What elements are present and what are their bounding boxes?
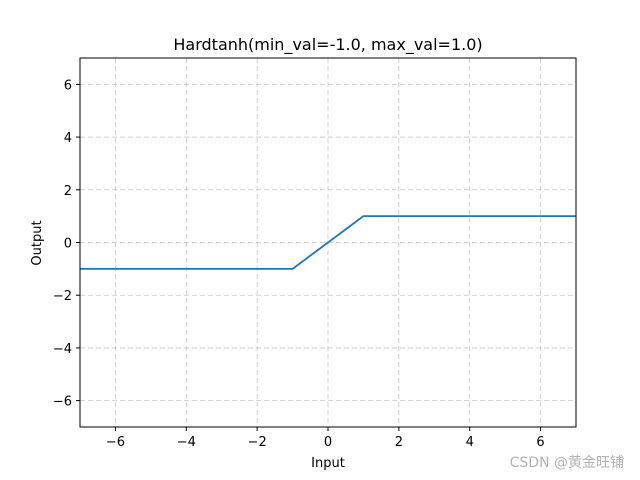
watermark: CSDN @黄金旺铺 [510,454,624,471]
chart-title: Hardtanh(min_val=-1.0, max_val=1.0) [173,35,482,55]
y-axis-ticks: −6 −4 −2 0 2 4 6 [53,78,80,410]
x-tick-label: 0 [324,435,332,450]
x-tick-label: −4 [177,435,196,450]
x-tick-label: −2 [248,435,267,450]
x-axis-ticks: −6 −4 −2 0 2 4 6 [106,427,545,450]
y-tick-label: −2 [53,289,72,304]
plot-area [80,215,576,270]
x-tick-label: 4 [466,435,474,450]
y-tick-label: 0 [64,237,72,252]
y-axis-label: Output [30,220,45,265]
x-tick-label: 2 [395,435,403,450]
y-tick-label: 4 [64,131,72,146]
y-tick-label: −4 [53,342,72,357]
y-tick-label: −6 [53,395,72,410]
y-tick-label: 2 [64,184,72,199]
y-tick-label: 6 [64,78,72,93]
x-axis-label: Input [311,456,345,471]
series-line [80,215,576,270]
x-tick-label: 6 [536,435,544,450]
x-tick-label: −6 [106,435,125,450]
